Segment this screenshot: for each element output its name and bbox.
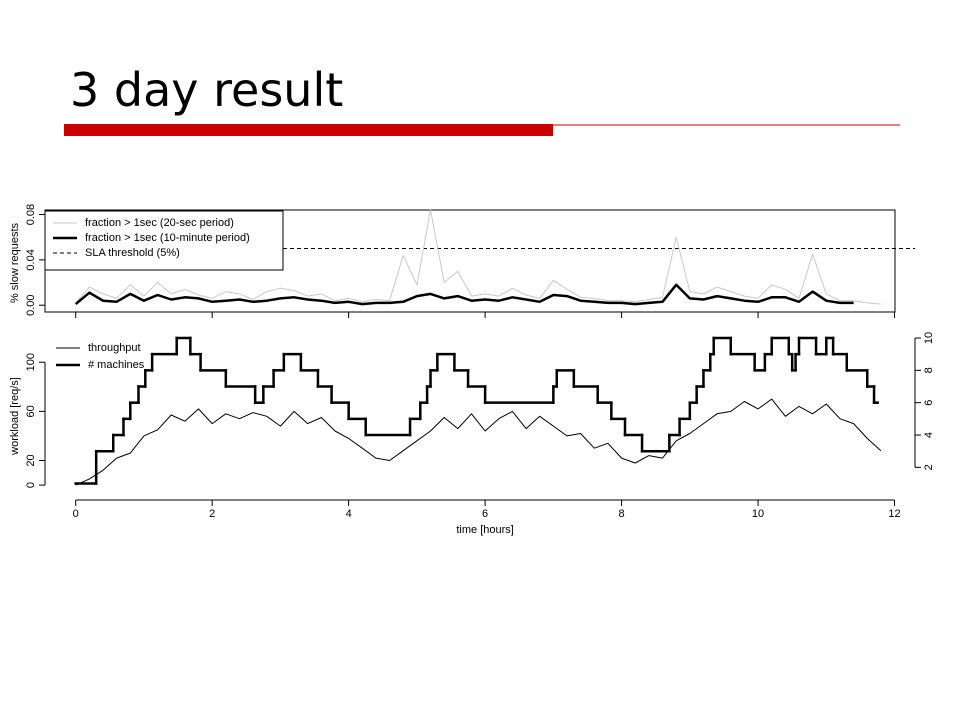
x-tick-label: 2	[209, 508, 215, 520]
y2-tick-label: 4	[923, 432, 935, 438]
y2-tick-label: 2	[923, 464, 935, 470]
y-tick-label: 0	[25, 482, 37, 488]
y-tick-label: 0.08	[25, 204, 37, 225]
y-tick-label: 0.04	[25, 249, 37, 270]
y2-tick-label: 8	[923, 367, 935, 373]
x-tick-label: 0	[73, 508, 79, 520]
x-tick-label: 4	[346, 508, 352, 520]
x-tick-label: 10	[752, 508, 764, 520]
series-line	[75, 398, 882, 486]
x-axis-label: time [hours]	[456, 524, 513, 536]
series-line	[74, 283, 854, 306]
title-underline	[64, 124, 553, 136]
y2-tick-label: 6	[923, 400, 935, 406]
y-tick-label: 0.00	[25, 294, 37, 315]
y-tick-label: 60	[25, 405, 37, 417]
legend-label: fraction > 1sec (10-minute period)	[85, 232, 250, 244]
y-axis-label: workload [req/s]	[9, 377, 21, 456]
legend-label: fraction > 1sec (20-sec period)	[85, 217, 234, 229]
series-line	[75, 209, 881, 305]
legend-label: throughput	[88, 342, 141, 354]
y-axis-label: % slow requests	[9, 222, 21, 303]
y2-tick-label: 10	[923, 332, 935, 344]
legend-label: # machines	[88, 359, 145, 371]
slide-title: 3 day result	[70, 63, 343, 117]
x-tick-label: 6	[482, 508, 488, 520]
y-tick-label: 20	[25, 454, 37, 466]
legend-label: SLA threshold (5%)	[85, 247, 180, 259]
y-tick-label: 100	[25, 353, 37, 371]
x-tick-label: 12	[888, 508, 900, 520]
x-tick-label: 8	[619, 508, 625, 520]
legend-box	[44, 210, 284, 271]
